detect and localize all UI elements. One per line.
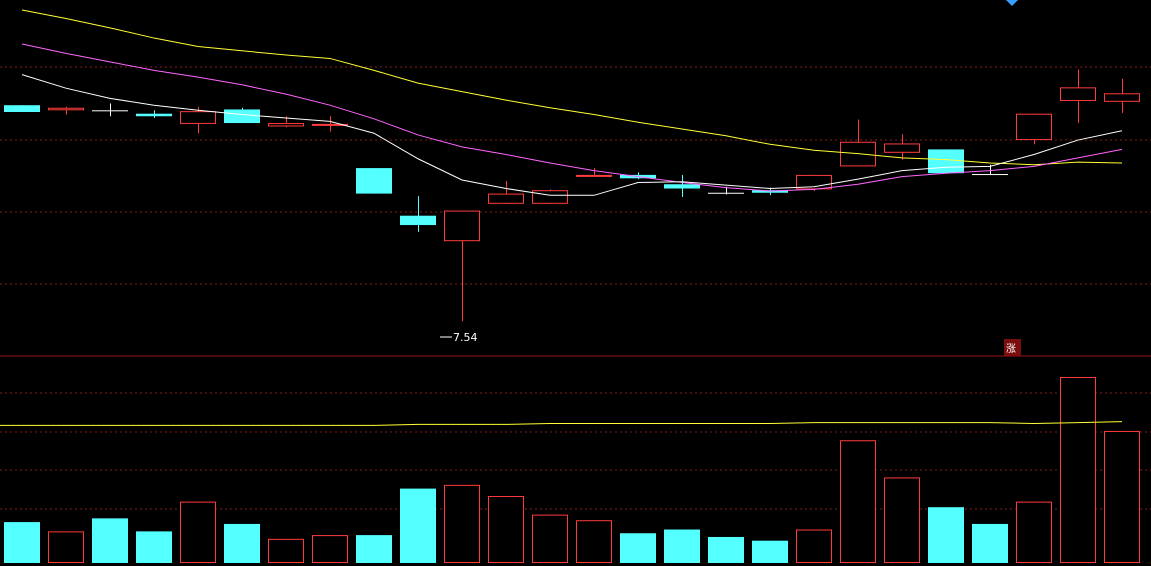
- volume-bar-up: [796, 529, 832, 564]
- candle-body-down: [136, 113, 172, 117]
- candle-body-up: [532, 190, 568, 204]
- candle-body-up: [884, 143, 920, 153]
- volume-bar-up: [840, 440, 876, 563]
- volume-bar-down: [928, 507, 964, 563]
- volume-bar-down: [972, 523, 1008, 563]
- candle-body-down: [356, 168, 392, 194]
- candle-body-up: [312, 123, 348, 126]
- volume-ma-line: [0, 421, 1123, 426]
- candle-body-up: [48, 107, 84, 111]
- candle-body-flat: [972, 174, 1008, 176]
- ma-long-line: [21, 9, 1123, 166]
- candle-body-down: [224, 109, 260, 124]
- low-price-label: 7.54: [453, 331, 478, 344]
- volume-bar-up: [532, 514, 568, 564]
- volume-bar-up: [488, 496, 524, 564]
- volume-bar-down: [224, 523, 260, 563]
- volume-bar-down: [92, 518, 128, 563]
- candle-body-up: [1060, 87, 1096, 101]
- candle-body-up: [488, 193, 524, 204]
- limit-up-badge-label: 涨: [1006, 343, 1016, 355]
- candle-body-up: [444, 210, 480, 242]
- candle-body-flat: [92, 110, 128, 112]
- candle-body-down: [400, 215, 436, 226]
- volume-bars: [0, 377, 1140, 564]
- volume-bar-down: [708, 536, 744, 563]
- candle-body-down: [4, 105, 40, 112]
- candle-body-up: [180, 111, 216, 124]
- volume-bar-up: [884, 477, 920, 563]
- volume-bar-down: [664, 529, 700, 563]
- ma-mid-line: [21, 43, 1123, 192]
- candle-body-down: [928, 149, 964, 174]
- volume-bar-down: [620, 533, 656, 563]
- annotations: 7.54 涨: [440, 0, 1021, 356]
- candle-body-up: [1104, 93, 1140, 102]
- volume-bar-up: [1060, 377, 1096, 563]
- candle-body-down: [664, 184, 700, 189]
- volume-bar-up: [312, 535, 348, 563]
- candle-body-up: [576, 174, 612, 177]
- limit-up-badge[interactable]: [1004, 339, 1021, 356]
- volume-bar-up: [180, 501, 216, 563]
- candle-body-up: [268, 123, 304, 127]
- ma-short-line: [21, 74, 1123, 196]
- candle-body-up: [1016, 113, 1052, 141]
- moving-average-lines: [21, 9, 1123, 196]
- volume-bar-down: [400, 488, 436, 563]
- volume-bar-up: [1104, 430, 1140, 563]
- volume-bar-up: [268, 538, 304, 564]
- volume-bar-down: [356, 535, 392, 563]
- top-marker-icon: [1006, 0, 1018, 6]
- candle-body-flat: [708, 192, 744, 194]
- grid-lines: [0, 66, 1151, 510]
- volume-bar-up: [444, 484, 480, 564]
- volume-bar-up: [576, 520, 612, 563]
- volume-bar-up: [1016, 501, 1052, 563]
- volume-bar-down: [752, 540, 788, 563]
- volume-bar-down: [136, 531, 172, 563]
- volume-bar-up: [48, 531, 84, 564]
- volume-bar-down: [4, 522, 40, 563]
